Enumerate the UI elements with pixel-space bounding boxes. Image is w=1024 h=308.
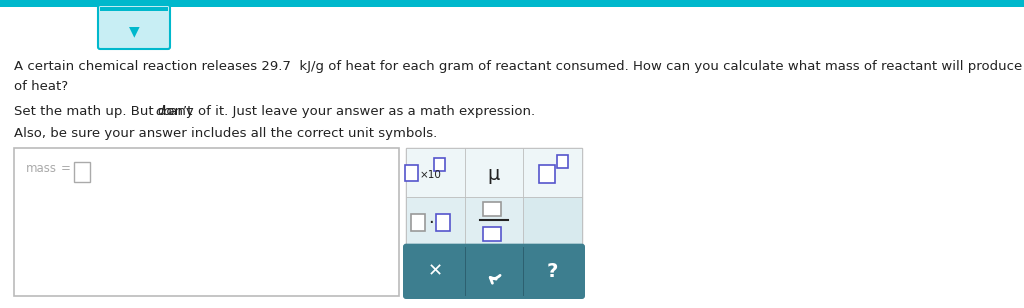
Text: do: do (155, 105, 171, 118)
Text: A certain chemical reaction releases 29.7  kJ/g of heat for each gram of reactan: A certain chemical reaction releases 29.… (14, 60, 1024, 73)
Bar (523, 197, 582, 247)
Bar (406, 197, 465, 247)
Bar (74, 162, 90, 182)
Bar (406, 148, 465, 197)
Bar (406, 165, 419, 181)
Bar (523, 148, 582, 197)
Bar (100, 7, 168, 11)
Text: of heat?: of heat? (14, 80, 69, 93)
Bar (465, 197, 523, 247)
Text: any of it. Just leave your answer as a math expression.: any of it. Just leave your answer as a m… (166, 105, 536, 118)
Text: ×10: ×10 (420, 170, 441, 180)
Bar (434, 158, 445, 171)
Text: Set the math up. But don’t: Set the math up. But don’t (14, 105, 197, 118)
Bar (557, 155, 567, 168)
Bar (406, 148, 582, 296)
Bar (0, 0, 1024, 7)
FancyBboxPatch shape (403, 244, 585, 299)
Text: Also, be sure your answer includes all the correct unit symbols.: Also, be sure your answer includes all t… (14, 127, 437, 140)
Bar (465, 148, 523, 197)
Bar (483, 227, 501, 241)
Text: ▼: ▼ (129, 24, 139, 38)
Text: ·: · (428, 214, 434, 232)
FancyBboxPatch shape (98, 5, 170, 49)
Text: mass: mass (26, 162, 57, 175)
Bar (539, 165, 555, 183)
Bar (412, 214, 425, 231)
Text: μ: μ (487, 165, 500, 184)
Text: ✕: ✕ (428, 262, 443, 280)
Text: ?: ? (547, 262, 558, 281)
Bar (406, 247, 582, 252)
Text: =: = (61, 162, 71, 175)
Bar (436, 214, 451, 231)
Bar (14, 148, 399, 296)
Bar (483, 202, 501, 216)
